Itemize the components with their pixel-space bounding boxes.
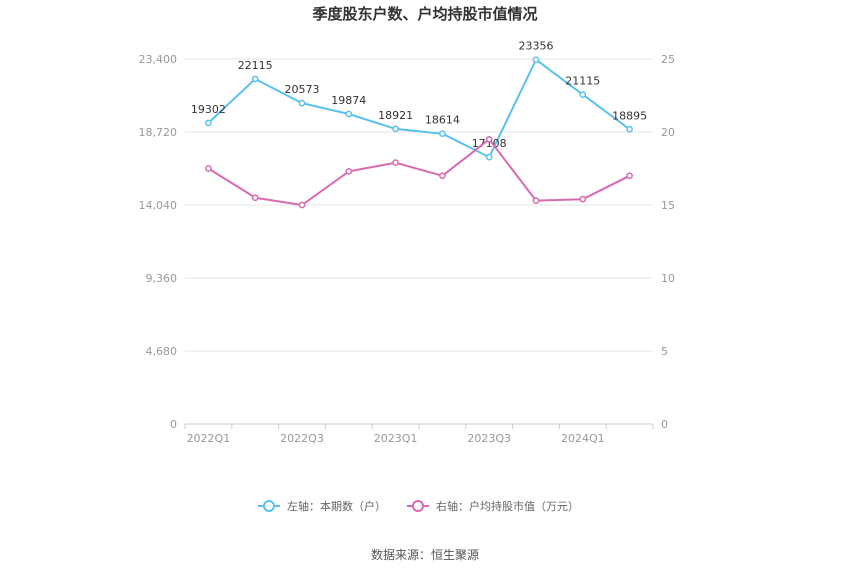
- data-point[interactable]: [485, 135, 493, 143]
- x-tick-label: 2024Q1: [561, 432, 605, 445]
- left-axis: 0 4,680 9,360 14,040 18,720 23,400: [139, 53, 178, 431]
- series-line-1: [207, 138, 631, 206]
- data-label: 19302: [191, 103, 226, 116]
- left-tick-label: 18,720: [139, 126, 178, 139]
- data-source: 数据来源：恒生聚源: [371, 547, 479, 562]
- data-point[interactable]: [392, 159, 399, 167]
- legend-label: 右轴：户均持股市值（万元）: [436, 499, 579, 513]
- right-tick-label: 20: [661, 126, 675, 139]
- left-tick-label: 9,360: [146, 272, 178, 285]
- data-label: 18895: [612, 109, 647, 122]
- right-axis: 0 5 10 15 20 25: [661, 53, 675, 431]
- left-tick-label: 23,400: [139, 53, 178, 66]
- data-point[interactable]: [345, 110, 353, 118]
- x-tick-label: 2022Q1: [187, 432, 231, 445]
- legend-swatch-marker: [412, 500, 424, 512]
- series-line-0: [207, 58, 631, 159]
- left-tick-label: 14,040: [139, 199, 178, 212]
- data-label: 23356: [519, 40, 554, 53]
- legend[interactable]: 左轴：本期数（户） 右轴：户均持股市值（万元）: [258, 499, 579, 513]
- right-tick-label: 25: [661, 53, 675, 66]
- legend-item-0[interactable]: 左轴：本期数（户）: [258, 499, 386, 513]
- legend-swatch-marker: [263, 500, 275, 512]
- right-tick-label: 15: [661, 199, 675, 212]
- data-point[interactable]: [205, 165, 212, 172]
- data-point[interactable]: [439, 130, 446, 138]
- data-point[interactable]: [579, 91, 587, 98]
- right-tick-label: 0: [661, 418, 668, 431]
- left-tick-label: 0: [170, 418, 177, 431]
- x-tick-label: 2023Q1: [374, 432, 418, 445]
- data-point[interactable]: [485, 153, 493, 161]
- data-point[interactable]: [251, 194, 259, 202]
- chart-title: 季度股东户数、户均持股市值情况: [312, 5, 537, 23]
- data-point[interactable]: [298, 201, 306, 209]
- x-tick-label: 2023Q3: [467, 432, 511, 445]
- data-label: 21115: [565, 75, 600, 88]
- data-point[interactable]: [439, 172, 446, 180]
- data-point[interactable]: [298, 99, 306, 107]
- data-label: 20573: [285, 83, 320, 96]
- legend-item-1[interactable]: 右轴：户均持股市值（万元）: [407, 499, 579, 513]
- left-tick-label: 4,680: [146, 345, 178, 358]
- data-point[interactable]: [251, 75, 259, 83]
- data-point[interactable]: [532, 197, 540, 204]
- data-label: 18921: [378, 109, 413, 122]
- data-point[interactable]: [626, 172, 633, 180]
- data-label: 19874: [331, 94, 366, 107]
- data-point[interactable]: [532, 56, 540, 64]
- legend-label: 左轴：本期数（户）: [287, 499, 386, 513]
- data-label: 18614: [425, 114, 460, 127]
- data-point[interactable]: [205, 119, 212, 127]
- right-tick-label: 10: [661, 272, 675, 285]
- data-point[interactable]: [345, 168, 353, 175]
- data-label: 22115: [238, 59, 273, 72]
- x-axis: 2022Q1 2022Q3 2023Q1 2023Q3 2024Q1: [184, 424, 654, 445]
- data-point[interactable]: [392, 125, 399, 133]
- data-point[interactable]: [626, 125, 633, 133]
- x-tick-label: 2022Q3: [280, 432, 324, 445]
- right-tick-label: 5: [661, 345, 668, 358]
- grid: [185, 58, 653, 425]
- data-point[interactable]: [579, 195, 587, 203]
